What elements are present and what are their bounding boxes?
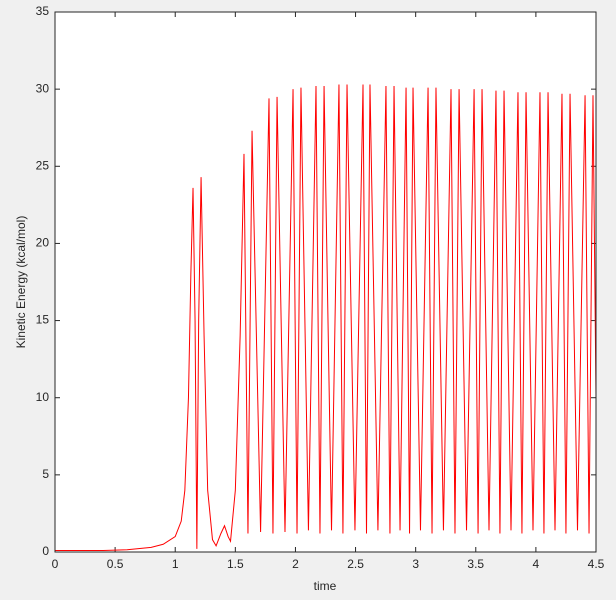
x-tick-label: 1.5 <box>227 557 244 571</box>
y-tick-label: 5 <box>42 467 49 481</box>
y-tick-label: 20 <box>36 236 50 250</box>
x-tick-label: 4 <box>533 557 540 571</box>
y-tick-label: 35 <box>36 4 50 18</box>
axes-box <box>54 11 597 553</box>
y-tick-label: 15 <box>36 313 50 327</box>
x-tick-label: 2.5 <box>347 557 364 571</box>
plot-area <box>55 12 596 552</box>
x-tick-label: 0.5 <box>107 557 124 571</box>
y-tick-label: 25 <box>36 158 50 172</box>
data-line <box>55 84 597 551</box>
x-tick-label: 0 <box>52 557 59 571</box>
y-tick-label: 30 <box>36 81 50 95</box>
x-tick-label: 3 <box>412 557 419 571</box>
x-tick-label: 1 <box>172 557 179 571</box>
y-axis-label: Kinetic Energy (kcal/mol) <box>14 216 28 349</box>
x-tick-label: 3.5 <box>467 557 484 571</box>
y-tick-label: 0 <box>42 544 49 558</box>
x-tick-label: 4.5 <box>588 557 605 571</box>
y-tick-label: 10 <box>36 390 50 404</box>
x-tick-label: 2 <box>292 557 299 571</box>
x-axis-label: time <box>314 579 337 593</box>
